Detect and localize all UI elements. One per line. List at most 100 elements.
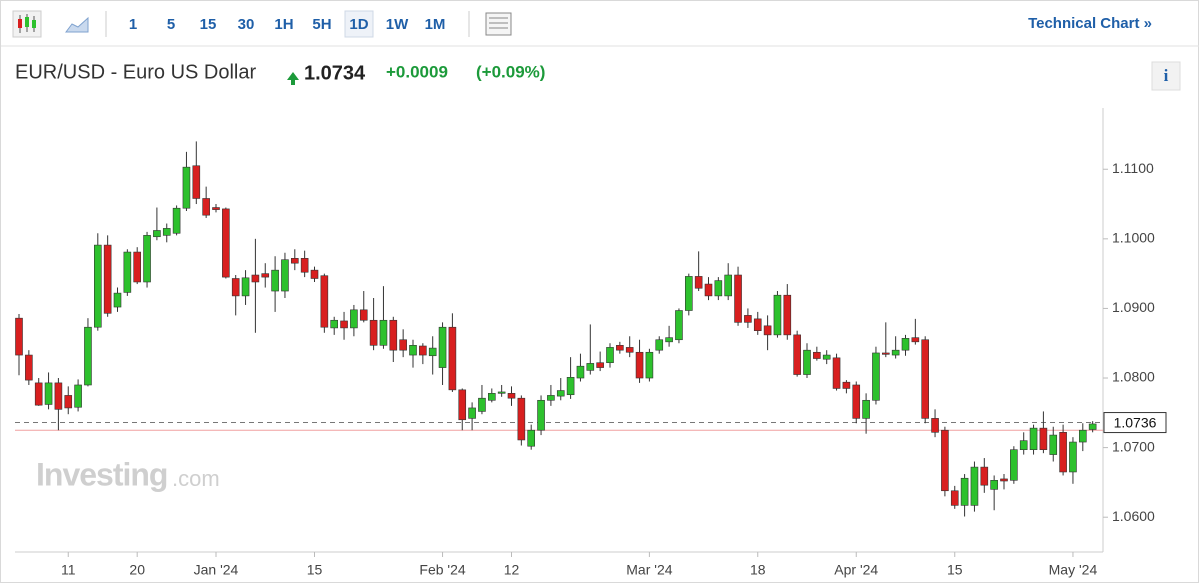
candle-body	[281, 259, 289, 292]
candle-body	[744, 315, 752, 323]
candle-body	[64, 395, 73, 409]
candle-body	[665, 337, 673, 343]
candle-body	[94, 244, 102, 328]
layout-icon[interactable]	[485, 12, 512, 36]
x-tick-label: 15	[307, 562, 323, 578]
candle-body	[202, 198, 210, 216]
candle-body	[852, 384, 861, 419]
candle-body	[290, 258, 299, 264]
y-tick-label: 1.0900	[1112, 299, 1155, 315]
candle-body	[517, 397, 526, 441]
candle-body	[15, 317, 23, 356]
watermark: Investing	[36, 456, 167, 492]
candle-body	[369, 319, 378, 346]
info-button[interactable]	[1151, 61, 1181, 91]
candle-body	[527, 429, 536, 447]
candle-body	[606, 347, 614, 364]
candle-body	[320, 275, 329, 328]
candle-body	[330, 319, 339, 329]
candle-body	[675, 310, 683, 341]
x-tick-label: 20	[129, 562, 145, 578]
candle-body	[271, 269, 279, 292]
interval-button[interactable]: 1D	[349, 16, 368, 33]
candle-body	[379, 319, 388, 346]
candle-body	[881, 352, 890, 355]
candle-body	[399, 339, 407, 351]
y-tick-label: 1.1100	[1112, 160, 1154, 176]
up-arrow	[287, 72, 299, 85]
candle-body	[84, 326, 92, 386]
candle-body	[645, 351, 654, 379]
interval-button[interactable]: 1	[129, 16, 137, 33]
candle-body	[103, 244, 112, 314]
candle-body	[44, 382, 53, 405]
last-price-box	[1103, 412, 1167, 434]
interval-button[interactable]: 30	[238, 16, 255, 33]
x-tick-label: May '24	[1049, 562, 1098, 578]
candle-body	[980, 466, 989, 486]
interval-button[interactable]: 1W	[386, 16, 409, 33]
candle-body	[359, 309, 368, 321]
info-label[interactable]: i	[1164, 66, 1169, 85]
watermark-suffix: .com	[172, 466, 220, 491]
candle-body	[350, 309, 358, 329]
candle-body	[300, 258, 309, 273]
candle-body	[241, 277, 250, 297]
icon-body	[32, 20, 36, 28]
technical-chart-link[interactable]: Technical Chart »	[1028, 15, 1152, 32]
candle-body	[487, 393, 496, 401]
interval-button[interactable]: 1M	[425, 16, 446, 33]
candle-body	[1029, 427, 1038, 450]
candle-body	[212, 207, 220, 210]
candle-body	[1059, 432, 1067, 473]
last-price: 1.0734	[304, 62, 366, 84]
candle-body	[497, 391, 506, 394]
candle-body	[635, 351, 644, 379]
icon-body	[18, 19, 22, 28]
candle-body	[113, 292, 122, 308]
candle-body	[911, 337, 920, 343]
candle-body	[960, 477, 969, 506]
candle-body	[1010, 449, 1018, 481]
candle-body	[1088, 423, 1097, 430]
candle-body	[616, 345, 624, 351]
icon-box[interactable]	[485, 12, 512, 36]
interval-button[interactable]: 5	[167, 16, 175, 33]
interval-button[interactable]: 15	[200, 16, 217, 33]
candle-body	[1069, 441, 1077, 473]
candle-body	[251, 274, 260, 283]
candle-body	[478, 397, 486, 412]
candle-body	[576, 365, 585, 379]
instrument-title: EUR/USD - Euro US Dollar	[15, 61, 257, 83]
candle-body	[734, 274, 742, 323]
candle-body	[950, 490, 959, 506]
candle-body	[704, 283, 713, 297]
area-icon[interactable]	[65, 16, 89, 33]
interval-button[interactable]: 1H	[274, 16, 293, 33]
candle-body	[684, 276, 693, 311]
candle-body	[1019, 440, 1028, 450]
candle-body	[990, 480, 998, 490]
candle-body	[1079, 429, 1087, 443]
x-tick-label: Apr '24	[834, 562, 878, 578]
active-interval-box[interactable]	[344, 10, 374, 38]
candle-icon[interactable]	[12, 10, 42, 38]
candle-body	[596, 362, 604, 368]
x-tick-label: 18	[750, 562, 766, 578]
y-tick-label: 1.0700	[1112, 438, 1155, 454]
interval-button[interactable]: 5H	[312, 16, 331, 33]
candle-body	[931, 418, 939, 433]
candle-body	[625, 347, 634, 353]
candle-body	[133, 251, 141, 283]
x-tick-label: 15	[947, 562, 963, 578]
candle-body	[409, 345, 417, 356]
candle-body	[862, 399, 870, 419]
candle-body	[832, 357, 841, 389]
candle-body	[803, 349, 811, 375]
candle-body	[389, 319, 398, 351]
candle-body	[763, 325, 772, 336]
candle-body	[547, 395, 555, 401]
y-tick-label: 1.0600	[1112, 508, 1155, 524]
candle-body	[1039, 427, 1048, 450]
